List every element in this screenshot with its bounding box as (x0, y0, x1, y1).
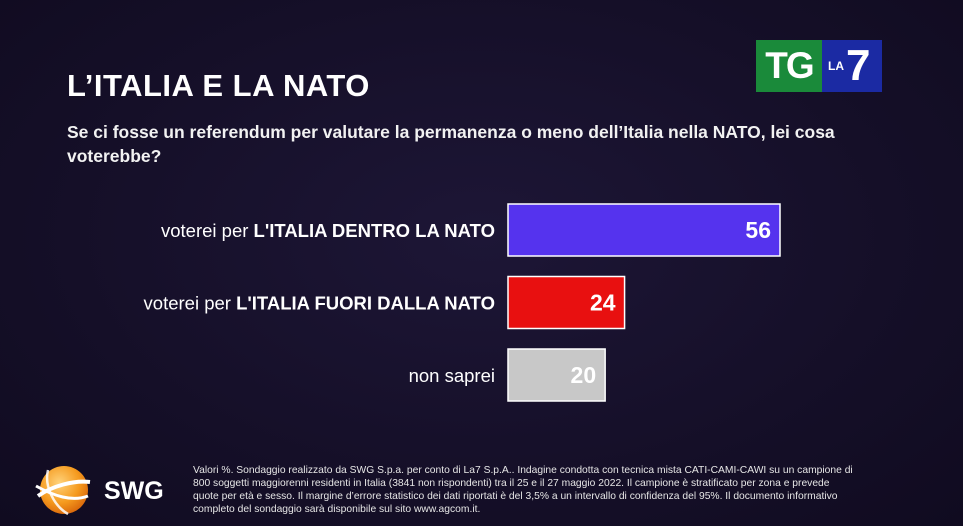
swg-name: SWG (104, 477, 164, 505)
page-title: L’ITALIA E LA NATO (67, 68, 370, 103)
category-label-0: voterei per L'ITALIA DENTRO LA NATO (161, 220, 495, 241)
logo-la: LA (828, 59, 844, 73)
logo-la7: LA 7 (822, 40, 882, 92)
bar-value-label-0: 56 (745, 217, 771, 243)
category-label-1: voterei per L'ITALIA FUORI DALLA NATO (144, 293, 495, 314)
survey-question: Se ci fosse un referendum per valutare l… (67, 122, 835, 166)
logo-tg: TG (756, 40, 822, 92)
category-prefix-1: voterei per (144, 293, 237, 314)
bar-0 (507, 203, 781, 257)
bar-1 (507, 275, 626, 330)
bar-2 (507, 348, 606, 402)
category-bold-0: L'ITALIA DENTRO LA NATO (254, 220, 495, 241)
methodology-note: Valori %. Sondaggio realizzato da SWG S.… (193, 465, 853, 515)
category-bold-1: L'ITALIA FUORI DALLA NATO (236, 293, 495, 314)
category-prefix-2: non saprei (409, 365, 495, 386)
bar-value-label-2: 20 (571, 362, 597, 388)
bar-value-label-1: 24 (590, 290, 616, 316)
logo-seven: 7 (846, 41, 871, 90)
swg-globe-icon (35, 466, 91, 516)
tg-la7-logo: TG LA 7 (756, 40, 882, 92)
category-prefix-0: voterei per (161, 220, 254, 241)
category-label-2: non saprei (409, 365, 495, 386)
swg-logo: SWG (34, 462, 184, 518)
